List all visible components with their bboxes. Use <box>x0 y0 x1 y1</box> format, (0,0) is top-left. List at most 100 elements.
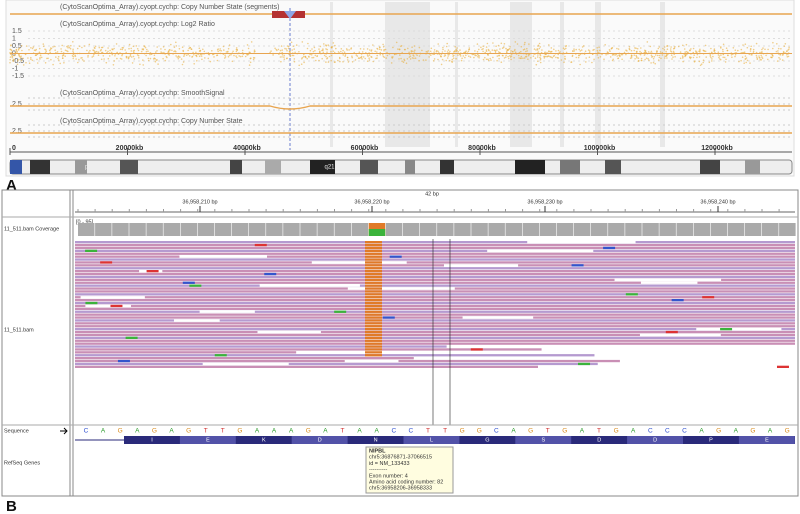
probe-point <box>145 50 148 53</box>
probe-point <box>623 51 626 54</box>
probe-point <box>167 53 170 56</box>
probe-point <box>482 48 484 50</box>
probe-point <box>670 54 673 56</box>
probe-point <box>81 59 84 61</box>
probe-point <box>285 48 288 50</box>
probe-point <box>782 50 785 53</box>
probe-point <box>97 51 100 53</box>
probe-point <box>283 58 286 60</box>
probe-point <box>92 49 94 51</box>
probe-point <box>195 55 198 58</box>
probe-point <box>328 55 331 58</box>
probe-point <box>682 44 684 47</box>
base: C <box>391 428 396 435</box>
amino-acid: D <box>318 437 322 443</box>
y-tick-label: 2.5 <box>12 128 22 135</box>
probe-point <box>648 59 650 61</box>
read-gap <box>640 281 698 284</box>
probe-point <box>784 43 787 45</box>
read-gap <box>527 241 636 244</box>
probe-point <box>281 56 283 58</box>
probe-point <box>656 51 658 53</box>
probe-point <box>213 56 215 58</box>
probe-point <box>449 50 451 53</box>
probe-point <box>323 54 326 57</box>
probe-point <box>570 61 572 63</box>
probe-point <box>681 57 684 59</box>
probe-point <box>737 49 739 52</box>
probe-point <box>182 61 185 63</box>
probe-point <box>342 49 344 52</box>
read <box>75 365 538 368</box>
read-gap <box>614 278 722 281</box>
probe-point <box>173 46 176 48</box>
probe-point <box>235 55 237 57</box>
probe-point <box>96 50 98 53</box>
probe-point <box>465 54 467 57</box>
read <box>75 246 795 250</box>
probe-point <box>366 60 369 62</box>
coverage-bar <box>762 223 779 236</box>
probe-point <box>526 47 528 50</box>
coverage-bar <box>95 223 112 236</box>
mismatch <box>720 328 733 331</box>
mismatch <box>365 348 382 351</box>
probe-point <box>658 56 661 59</box>
mismatch <box>182 281 195 284</box>
mismatch <box>382 316 395 319</box>
probe-point <box>564 58 566 60</box>
probe-point <box>702 61 704 64</box>
probe-point <box>437 50 439 53</box>
probe-point <box>665 50 667 53</box>
ruler-label: 20000kb <box>116 145 144 152</box>
probe-point <box>280 45 283 47</box>
probe-point <box>249 57 252 60</box>
probe-point <box>274 47 276 50</box>
probe-point <box>160 51 162 53</box>
probe-point <box>136 54 139 56</box>
mismatch <box>365 264 382 267</box>
probe-point <box>111 53 114 56</box>
probe-point <box>672 50 675 53</box>
tooltip-line: chr5:36876871-37066515 <box>369 455 432 461</box>
probe-point <box>538 47 541 50</box>
base: G <box>614 428 619 435</box>
tooltip-line: id = NM_133433 <box>369 461 410 467</box>
probe-point <box>485 49 488 51</box>
probe-point <box>175 55 177 57</box>
probe-point <box>454 50 456 52</box>
probe-point <box>514 51 517 54</box>
probe-point <box>639 53 642 56</box>
probe-point <box>227 50 229 53</box>
probe-point <box>314 54 317 57</box>
mismatch <box>365 319 382 322</box>
mismatch <box>578 362 591 366</box>
probe-point <box>788 46 790 49</box>
read <box>75 316 795 319</box>
probe-point <box>20 55 22 57</box>
probe-point <box>219 49 221 52</box>
probe-point <box>653 56 656 58</box>
probe-point <box>490 59 492 61</box>
coverage-bar <box>334 223 351 236</box>
base: T <box>221 428 225 435</box>
probe-point <box>30 56 32 59</box>
probe-point <box>555 56 557 59</box>
probe-point <box>382 53 384 56</box>
probe-point <box>543 57 546 59</box>
probe-point <box>564 55 566 58</box>
probe-point <box>468 48 471 51</box>
probe-point <box>652 57 655 60</box>
probe-point <box>411 46 413 48</box>
ideogram-band <box>605 160 621 174</box>
mismatch <box>365 307 382 310</box>
y-tick-label: 0.5 <box>12 43 22 50</box>
amino-acid: K <box>262 437 266 443</box>
probe-point <box>651 55 654 58</box>
probe-point <box>524 41 526 44</box>
band-label: q21.1 <box>324 165 340 171</box>
probe-point <box>596 47 598 49</box>
range-label: [0 - 95] <box>76 219 94 225</box>
mismatch <box>365 310 382 313</box>
probe-point <box>322 51 325 54</box>
